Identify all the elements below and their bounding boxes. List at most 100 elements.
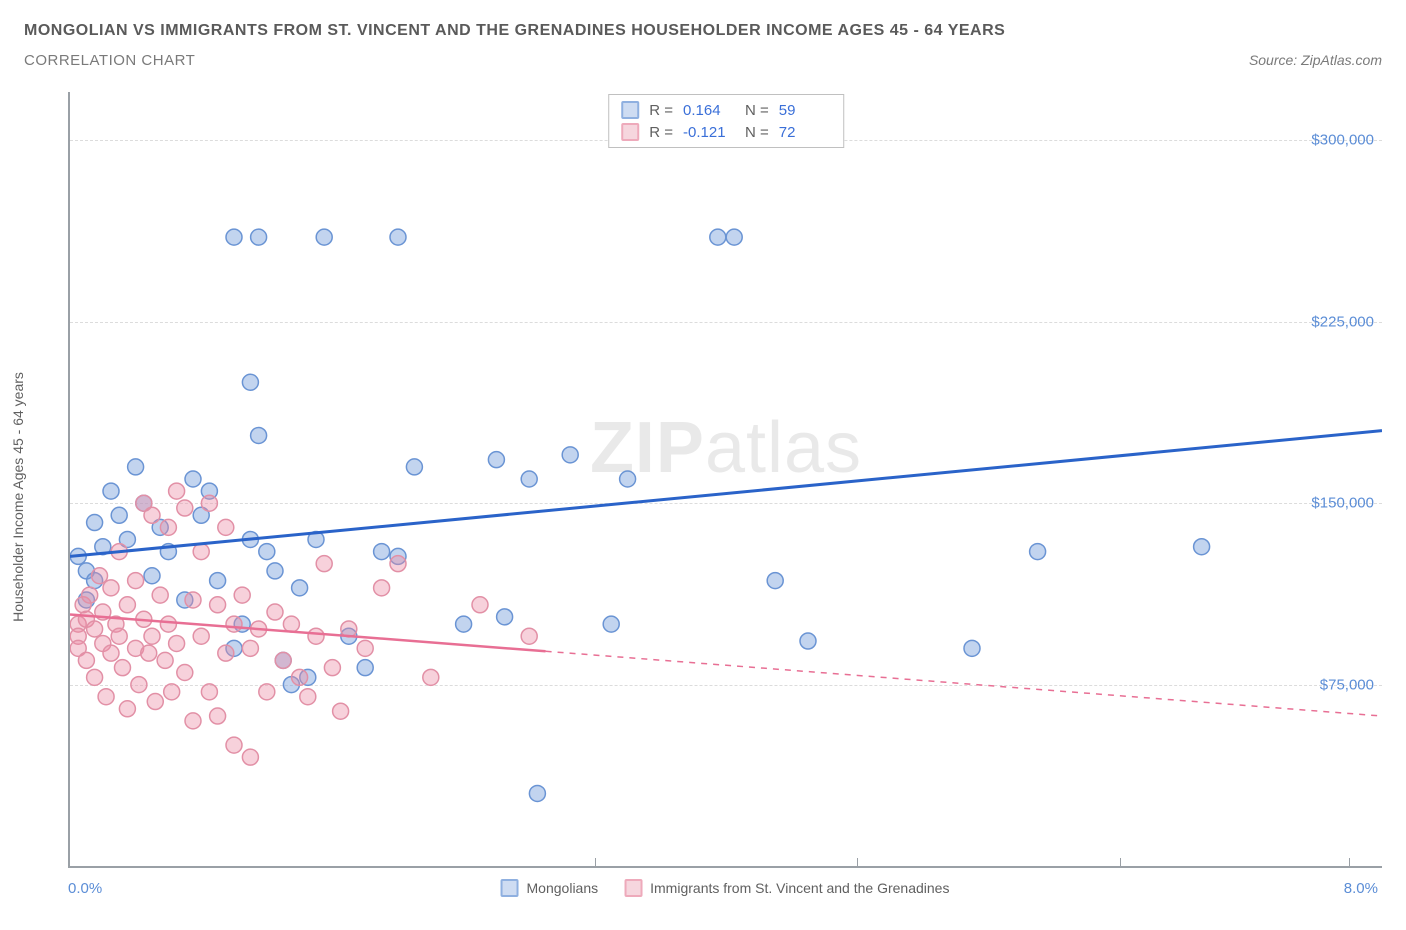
swatch-icon [624,879,642,897]
data-point [92,568,108,584]
data-point [374,544,390,560]
legend-label: Mongolians [527,880,599,896]
legend-row-series-2: R = -0.121 N = 72 [621,121,831,143]
x-axis-row: 0.0% Mongolians Immigrants from St. Vinc… [68,874,1382,902]
data-point [98,689,114,705]
data-point [390,556,406,572]
swatch-icon [621,123,639,141]
legend-item-series-1: Mongolians [501,879,599,897]
data-point [103,483,119,499]
data-point [423,669,439,685]
data-point [144,507,160,523]
data-point [164,684,180,700]
chart-title: MONGOLIAN VS IMMIGRANTS FROM ST. VINCENT… [24,18,1382,44]
data-point [210,597,226,613]
data-point [324,660,340,676]
data-point [103,580,119,596]
data-point [710,229,726,245]
data-point [103,645,119,661]
data-point [562,447,578,463]
data-point [141,645,157,661]
data-point [119,701,135,717]
swatch-icon [621,101,639,119]
data-point [193,544,209,560]
data-point [456,616,472,632]
data-point [87,669,103,685]
data-point [131,677,147,693]
data-point [169,635,185,651]
data-point [242,749,258,765]
subtitle-row: CORRELATION CHART Source: ZipAtlas.com [24,52,1382,69]
data-point [300,689,316,705]
legend-label: Immigrants from St. Vincent and the Gren… [650,880,949,896]
n-value: 72 [779,124,831,141]
data-point [226,229,242,245]
data-point [390,229,406,245]
data-point [259,544,275,560]
data-point [82,587,98,603]
data-point [119,597,135,613]
r-value: -0.121 [683,124,735,141]
data-point [226,737,242,753]
data-point [78,652,94,668]
data-point [1030,544,1046,560]
data-point [242,374,258,390]
swatch-icon [501,879,519,897]
data-point [521,471,537,487]
data-point [603,616,619,632]
data-point [316,229,332,245]
data-point [144,628,160,644]
data-point [1194,539,1210,555]
y-axis-label: Householder Income Ages 45 - 64 years [10,372,26,622]
data-point [185,713,201,729]
trend-line-extrapolated [546,651,1382,716]
data-point [620,471,636,487]
data-point [152,587,168,603]
scatter-svg [70,92,1382,866]
data-point [800,633,816,649]
data-point [128,573,144,589]
data-point [144,568,160,584]
n-label: N = [745,102,769,119]
source-label: Source: ZipAtlas.com [1249,52,1382,68]
data-point [111,507,127,523]
data-point [275,652,291,668]
data-point [308,628,324,644]
data-point [210,708,226,724]
data-point [87,515,103,531]
chart-subtitle: CORRELATION CHART [24,52,195,69]
data-point [210,573,226,589]
data-point [316,556,332,572]
data-point [218,519,234,535]
data-point [177,500,193,516]
data-point [193,628,209,644]
data-point [292,669,308,685]
data-point [177,665,193,681]
data-point [964,640,980,656]
data-point [87,621,103,637]
data-point [185,592,201,608]
data-point [497,609,513,625]
data-point [726,229,742,245]
correlation-legend: R = 0.164 N = 59 R = -0.121 N = 72 [608,94,844,148]
data-point [242,640,258,656]
data-point [357,640,373,656]
data-point [169,483,185,499]
data-point [160,616,176,632]
data-point [251,427,267,443]
data-point [283,616,299,632]
data-point [201,684,217,700]
data-point [333,703,349,719]
legend-row-series-1: R = 0.164 N = 59 [621,99,831,121]
data-point [111,628,127,644]
data-point [529,785,545,801]
plot-area: R = 0.164 N = 59 R = -0.121 N = 72 ZIPat… [68,92,1382,868]
data-point [374,580,390,596]
data-point [234,587,250,603]
data-point [292,580,308,596]
data-point [226,616,242,632]
data-point [218,645,234,661]
data-point [157,652,173,668]
legend-item-series-2: Immigrants from St. Vincent and the Gren… [624,879,949,897]
data-point [114,660,130,676]
